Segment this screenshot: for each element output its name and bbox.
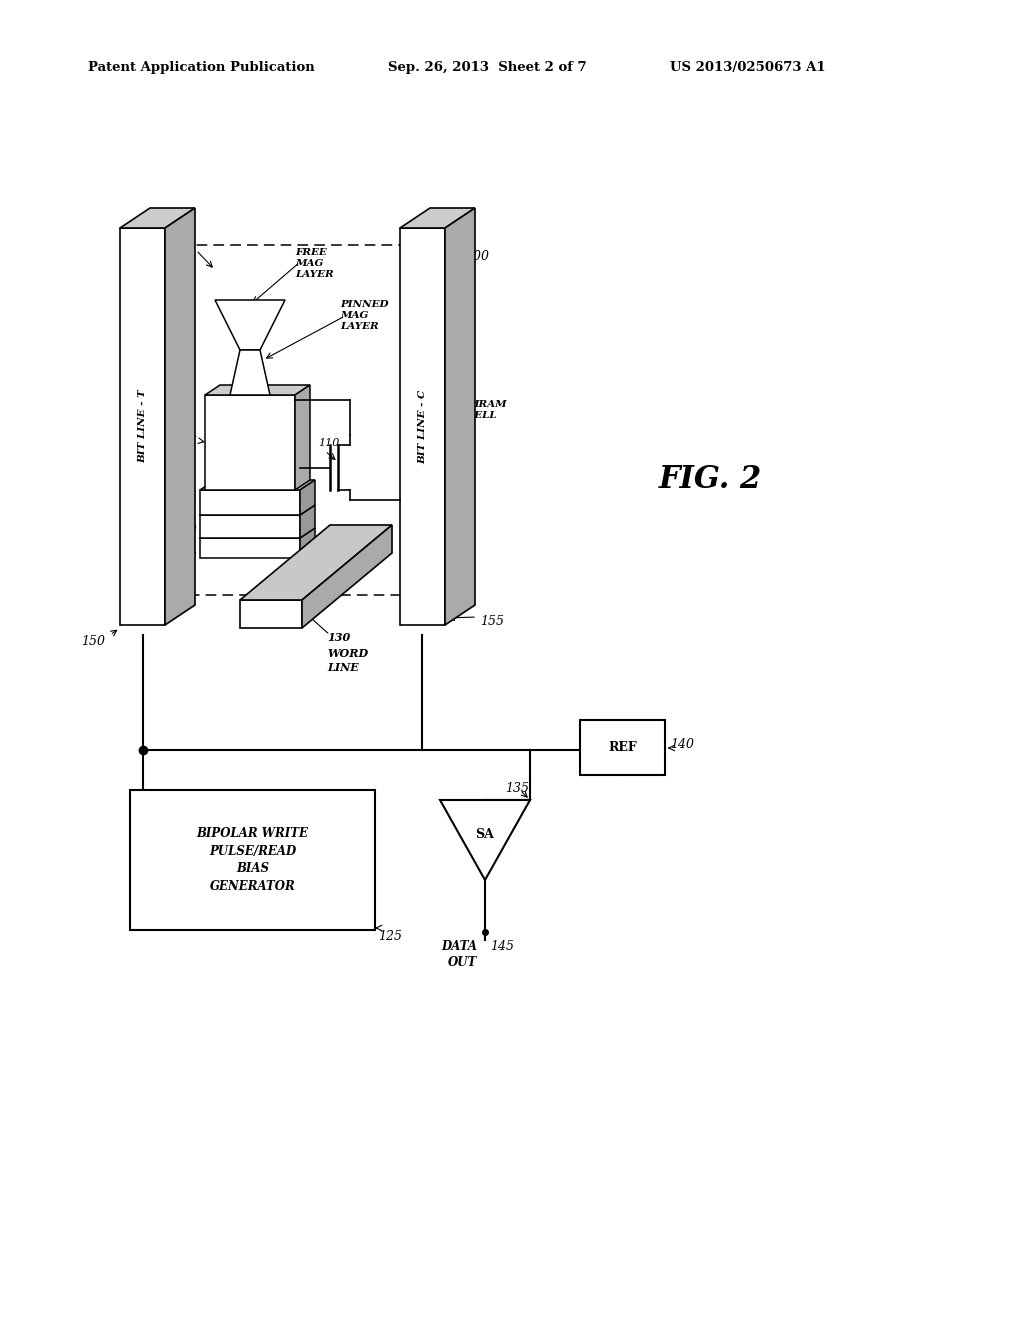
Polygon shape — [300, 528, 315, 558]
Polygon shape — [205, 385, 310, 395]
Polygon shape — [200, 506, 315, 515]
Text: Sep. 26, 2013  Sheet 2 of 7: Sep. 26, 2013 Sheet 2 of 7 — [388, 62, 587, 74]
Text: BIPOLAR WRITE
PULSE/READ
BIAS
GENERATOR: BIPOLAR WRITE PULSE/READ BIAS GENERATOR — [197, 828, 308, 892]
Polygon shape — [440, 800, 530, 880]
Polygon shape — [240, 525, 392, 601]
Text: MTJ: MTJ — [170, 434, 196, 446]
Polygon shape — [230, 350, 270, 395]
Text: 105: 105 — [164, 239, 188, 252]
Polygon shape — [445, 209, 475, 624]
Text: 135: 135 — [505, 781, 529, 795]
Polygon shape — [120, 228, 165, 624]
Text: FIG. 2: FIG. 2 — [658, 465, 762, 495]
Polygon shape — [130, 789, 375, 931]
Text: 125: 125 — [378, 931, 402, 942]
Polygon shape — [300, 480, 315, 515]
Polygon shape — [200, 515, 300, 539]
Polygon shape — [400, 228, 445, 624]
Text: FREE
MAG
LAYER: FREE MAG LAYER — [295, 248, 334, 280]
Polygon shape — [302, 525, 392, 628]
Text: 102: 102 — [177, 550, 197, 560]
Text: PINNED
MAG
LAYER: PINNED MAG LAYER — [340, 300, 388, 331]
Text: 130: 130 — [327, 632, 350, 643]
Polygon shape — [240, 601, 302, 628]
Polygon shape — [400, 209, 475, 228]
Text: MRAM
CELL: MRAM CELL — [467, 400, 507, 420]
Text: M1: M1 — [290, 454, 310, 466]
Polygon shape — [200, 480, 315, 490]
Text: 150: 150 — [81, 635, 105, 648]
Polygon shape — [120, 209, 195, 228]
Text: WORD
LINE: WORD LINE — [327, 648, 368, 673]
Polygon shape — [580, 719, 665, 775]
Text: 103: 103 — [177, 525, 197, 535]
Text: Patent Application Publication: Patent Application Publication — [88, 62, 314, 74]
Text: SA: SA — [475, 829, 495, 842]
Polygon shape — [165, 209, 195, 624]
Text: US 2013/0250673 A1: US 2013/0250673 A1 — [670, 62, 825, 74]
Text: 155: 155 — [480, 615, 504, 628]
Text: 145: 145 — [490, 940, 514, 953]
Text: 140: 140 — [670, 738, 694, 751]
Text: DATA
OUT: DATA OUT — [441, 940, 477, 969]
Text: 100: 100 — [465, 249, 489, 263]
Polygon shape — [215, 300, 285, 350]
Polygon shape — [200, 539, 300, 558]
Text: REF: REF — [608, 741, 637, 754]
Text: 104: 104 — [177, 499, 197, 507]
Text: 110: 110 — [318, 438, 339, 447]
Polygon shape — [300, 506, 315, 539]
Polygon shape — [200, 528, 315, 539]
Polygon shape — [295, 385, 310, 490]
Text: BIT LINE - C: BIT LINE - C — [418, 389, 427, 463]
Polygon shape — [200, 490, 300, 515]
Polygon shape — [205, 395, 295, 490]
Text: BIT LINE - T: BIT LINE - T — [138, 389, 147, 463]
